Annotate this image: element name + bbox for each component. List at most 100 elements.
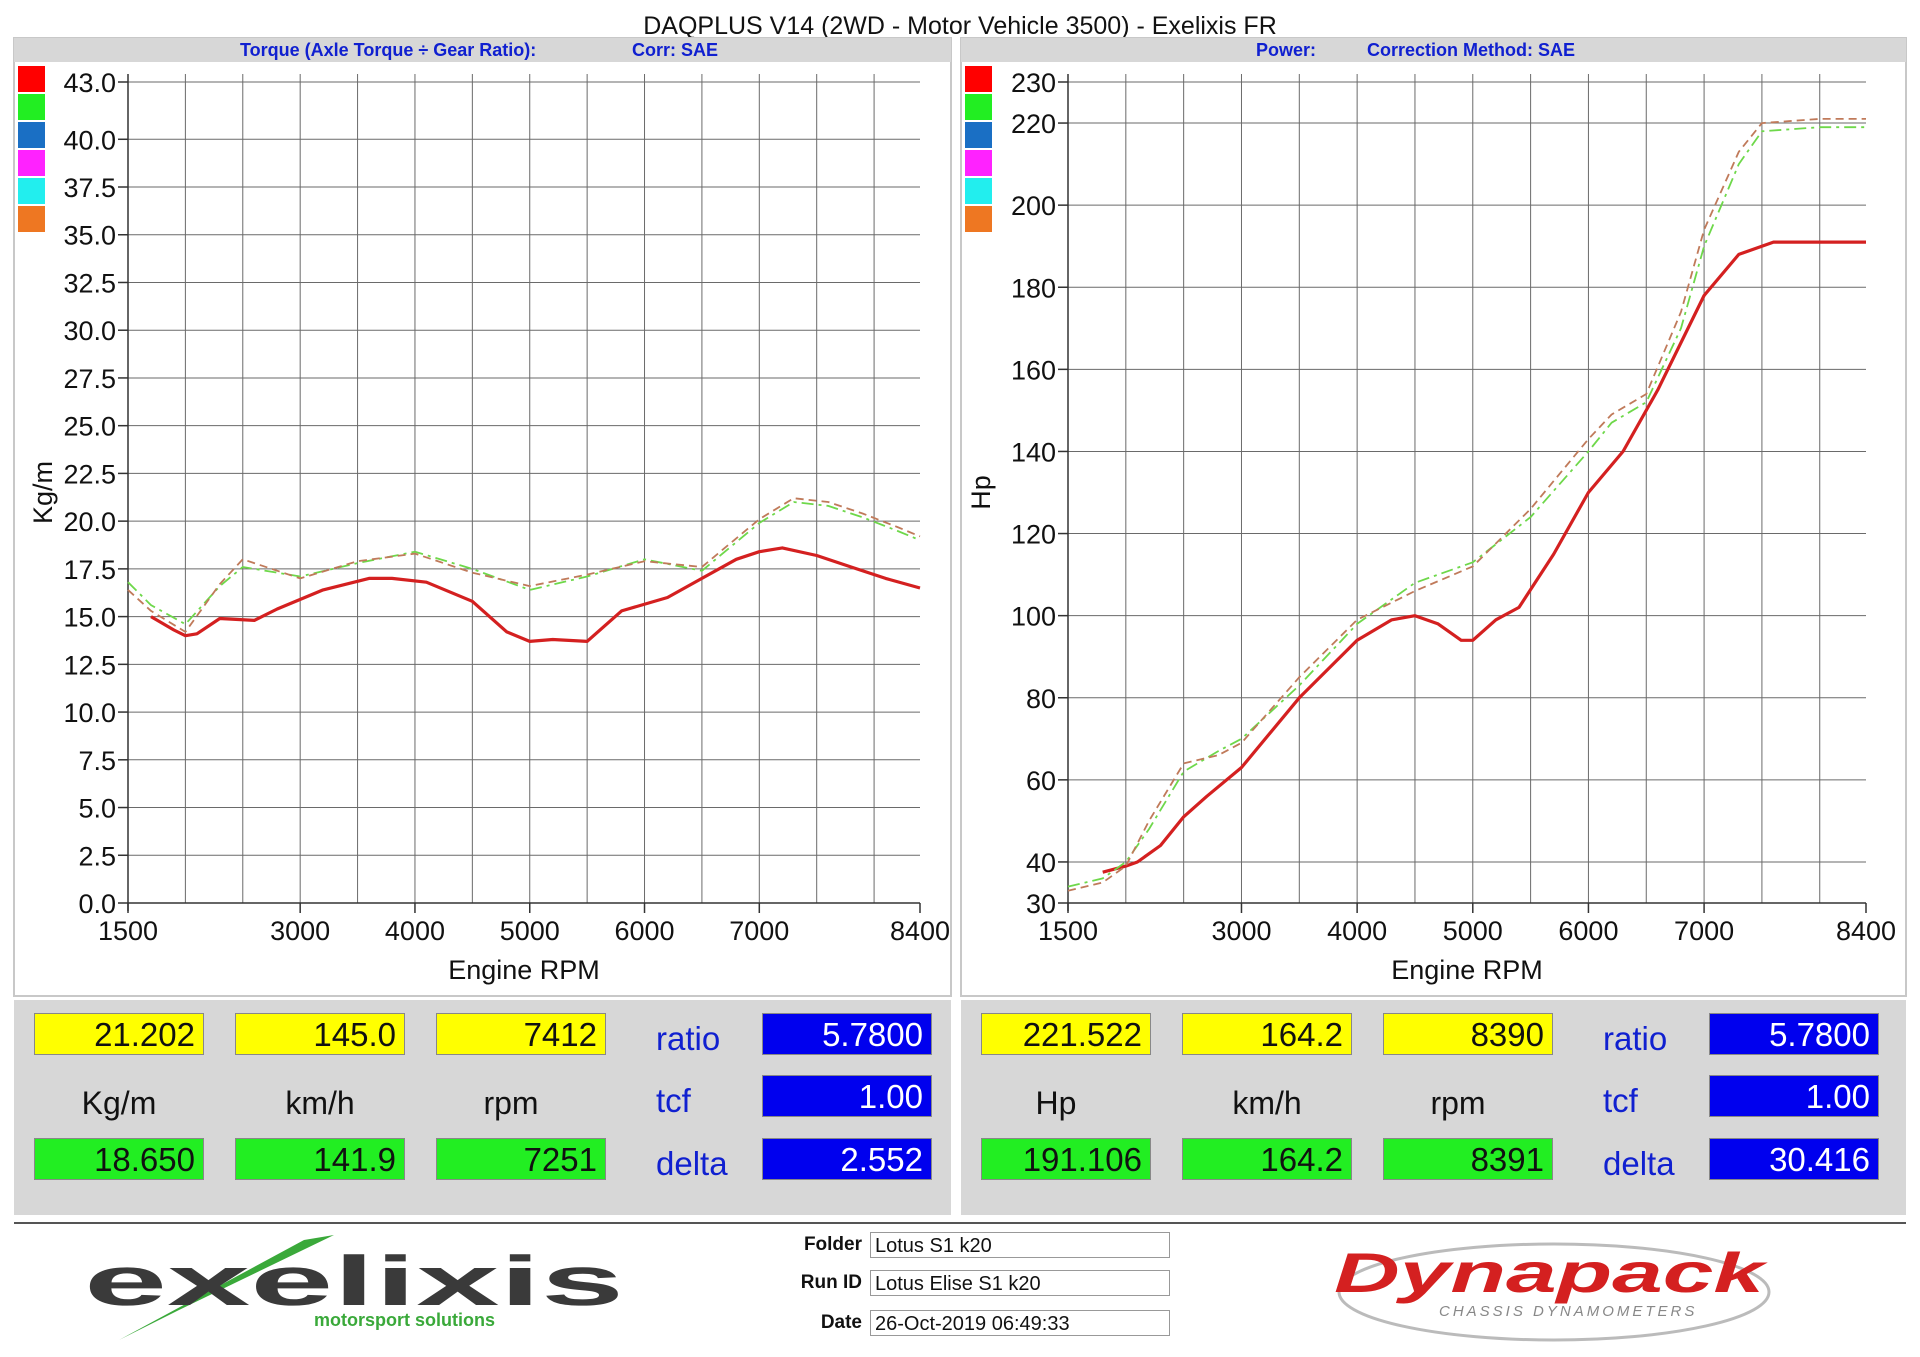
series-line-green_dash-0 (127, 501, 921, 626)
y-axis-label-0: Kg/m (28, 461, 58, 524)
date-label: Date (820, 1312, 862, 1333)
y-tick-label-1: 30 (1026, 889, 1056, 919)
y-tick-label-0: 2.5 (78, 841, 116, 871)
x-tick-label-0: 6000 (614, 916, 674, 946)
y-tick-label-0: 10.0 (63, 698, 116, 728)
rpm-peak-value: 7251 (436, 1138, 606, 1180)
page-title: DAQPLUS V14 (2WD - Motor Vehicle 3500) -… (643, 12, 1277, 40)
y-tick-label-0: 12.5 (63, 650, 116, 680)
x-tick-label-0: 1500 (98, 916, 158, 946)
series-line-red-1 (1102, 240, 1866, 874)
power-delta-label: delta (1603, 1145, 1675, 1182)
chart-header-left-1: Power: (1256, 40, 1316, 60)
y-tick-label-1: 40 (1026, 848, 1056, 878)
chart-header-bar-1 (961, 38, 1906, 62)
ratio-value: 5.7800 (762, 1013, 932, 1055)
y-tick-label-1: 220 (1011, 109, 1056, 139)
dynapack-logo-text: Dynapack (1334, 1241, 1769, 1304)
y-tick-label-0: 35.0 (63, 221, 116, 251)
exelixis-logo: exelixis motorsport solutions (84, 1235, 624, 1340)
y-tick-label-0: 15.0 (63, 603, 116, 633)
y-tick-label-1: 60 (1026, 766, 1056, 796)
tcf-label: tcf (656, 1082, 691, 1119)
legend-swatch-0 (965, 66, 992, 92)
folder-label: Folder (803, 1234, 862, 1255)
power-tcf-label: tcf (1603, 1082, 1638, 1119)
y-tick-label-0: 30.0 (63, 316, 116, 346)
torque-readout-value: 21.202 (34, 1013, 204, 1055)
x-tick-label-1: 8400 (1836, 916, 1896, 946)
y-tick-label-0: 40.0 (63, 125, 116, 155)
legend-swatch-4 (18, 178, 45, 204)
series-line-brown_dash-1 (1067, 118, 1866, 892)
torque-unit-label: Kg/m (81, 1085, 157, 1121)
chart-header-bar-0 (14, 38, 951, 62)
speed-readout-value: 145.0 (235, 1013, 405, 1055)
folder-value: Lotus S1 k20 (870, 1232, 1170, 1258)
y-tick-label-1: 230 (1011, 68, 1056, 98)
delta-label: delta (656, 1145, 728, 1182)
power-rpm-unit-label: rpm (1430, 1085, 1486, 1121)
power-rpm-readout-value: 8390 (1383, 1013, 1553, 1055)
power-peak-value: 191.106 (981, 1138, 1151, 1180)
power-speed-peak-value: 164.2 (1182, 1138, 1352, 1180)
torque-peak-value: 18.650 (34, 1138, 204, 1180)
legend-swatch-1 (965, 94, 992, 120)
chart-header-right-1: Correction Method: SAE (1367, 40, 1575, 60)
x-tick-label-0: 8400 (890, 916, 950, 946)
y-tick-label-0: 25.0 (63, 412, 116, 442)
chart-panel-0 (13, 37, 952, 997)
power-readout-value: 221.522 (981, 1013, 1151, 1055)
exelixis-logo-text: exelixis (84, 1242, 624, 1320)
power-speed-readout-value: 164.2 (1182, 1013, 1352, 1055)
chart-panel-1 (960, 37, 1907, 997)
power-tcf-value: 1.00 (1709, 1075, 1879, 1117)
x-tick-label-1: 3000 (1211, 916, 1271, 946)
x-axis-label-1: Engine RPM (1391, 955, 1543, 985)
legend-swatch-3 (965, 150, 992, 176)
y-tick-label-0: 17.5 (63, 555, 116, 585)
x-tick-label-1: 1500 (1038, 916, 1098, 946)
exelixis-logo-subtext: motorsport solutions (314, 1310, 495, 1330)
y-tick-label-0: 32.5 (63, 268, 116, 298)
x-tick-label-0: 4000 (385, 916, 445, 946)
y-tick-label-0: 43.0 (63, 68, 116, 98)
legend-swatch-5 (18, 206, 45, 232)
dynapack-logo: Dynapack CHASSIS DYNAMOMETERS (1334, 1241, 1771, 1342)
legend-swatch-4 (965, 178, 992, 204)
chart-header-left-0: Torque (Axle Torque ÷ Gear Ratio): (240, 40, 536, 60)
speed-unit-label: km/h (285, 1085, 355, 1121)
legend-swatch-1 (18, 94, 45, 120)
y-tick-label-0: 37.5 (63, 173, 116, 203)
dynapack-logo-subtext: CHASSIS DYNAMOMETERS (1439, 1303, 1697, 1320)
rpm-readout-value: 7412 (436, 1013, 606, 1055)
footer: exelixis motorsport solutions Folder Lot… (14, 1222, 1906, 1352)
y-tick-label-1: 140 (1011, 437, 1056, 467)
power-delta-value: 30.416 (1709, 1138, 1879, 1180)
date-value: 26-Oct-2019 06:49:33 (870, 1310, 1170, 1336)
y-tick-label-0: 20.0 (63, 507, 116, 537)
series-line-red-0 (150, 546, 921, 643)
y-tick-label-1: 160 (1011, 355, 1056, 385)
x-tick-label-1: 6000 (1558, 916, 1618, 946)
y-tick-label-1: 100 (1011, 602, 1056, 632)
y-tick-label-0: 0.0 (78, 889, 116, 919)
x-tick-label-1: 4000 (1327, 916, 1387, 946)
y-tick-label-0: 7.5 (78, 746, 116, 776)
runid-value: Lotus Elise S1 k20 (870, 1270, 1170, 1296)
x-tick-label-0: 5000 (500, 916, 560, 946)
power-rpm-peak-value: 8391 (1383, 1138, 1553, 1180)
x-axis-label-0: Engine RPM (448, 955, 600, 985)
x-tick-label-0: 7000 (729, 916, 789, 946)
y-tick-label-0: 22.5 (63, 459, 116, 489)
delta-value: 2.552 (762, 1138, 932, 1180)
y-tick-label-0: 27.5 (63, 364, 116, 394)
power-unit-label: Hp (1035, 1085, 1077, 1121)
rpm-unit-label: rpm (483, 1085, 539, 1121)
legend-swatch-2 (18, 122, 45, 148)
x-tick-label-1: 7000 (1674, 916, 1734, 946)
y-tick-label-1: 180 (1011, 273, 1056, 303)
x-tick-label-1: 5000 (1443, 916, 1503, 946)
power-ratio-label: ratio (1603, 1020, 1668, 1057)
